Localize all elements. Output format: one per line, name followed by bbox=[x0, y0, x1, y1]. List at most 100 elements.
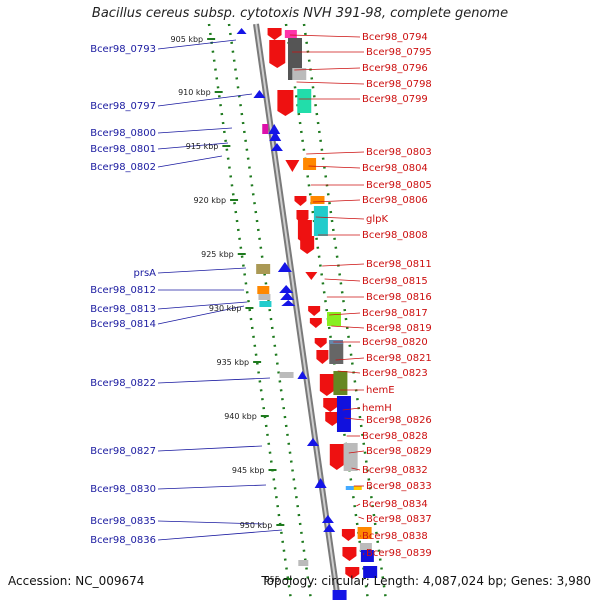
kbp-tick-label: 945 kbp bbox=[232, 466, 265, 475]
gene-feature bbox=[285, 160, 300, 172]
gene-feature bbox=[284, 30, 297, 38]
gene-feature bbox=[309, 318, 322, 328]
gene-feature bbox=[313, 206, 328, 236]
gene-feature bbox=[305, 272, 318, 280]
gene-feature bbox=[277, 90, 294, 116]
accession-text: Accession: NC_009674 bbox=[8, 574, 145, 588]
gene-feature bbox=[292, 68, 307, 80]
kbp-ticks: 905 kbp 910 kbp 915 kbp 920 kbp 925 kbp 930 k… bbox=[171, 35, 293, 584]
gene-feature bbox=[298, 560, 309, 566]
kbp-tick-label: 915 kbp bbox=[186, 142, 219, 151]
gene-feature bbox=[349, 486, 362, 490]
right-gene-label: Bcer98_0834 bbox=[362, 499, 428, 510]
left-gene-label: Bcer98_0793 bbox=[90, 44, 156, 55]
right-gene-label: Bcer98_0804 bbox=[362, 163, 428, 174]
gene-feature bbox=[280, 292, 295, 300]
gene-feature bbox=[345, 486, 354, 490]
gene-feature bbox=[310, 196, 325, 204]
gene-feature bbox=[332, 590, 347, 600]
right-label-connector bbox=[362, 552, 365, 556]
left-label-connector bbox=[157, 377, 271, 384]
right-gene-label: hemE bbox=[366, 385, 395, 396]
gene-feature bbox=[363, 566, 378, 578]
left-gene-label: Bcer98_0812 bbox=[90, 285, 156, 296]
right-gene-label: Bcer98_0829 bbox=[366, 446, 432, 457]
right-gene-label: Bcer98_0826 bbox=[366, 415, 432, 426]
gene-feature bbox=[269, 40, 286, 68]
gene-feature bbox=[342, 547, 357, 561]
gene-feature bbox=[327, 312, 341, 326]
right-gene-label: Bcer98_0837 bbox=[366, 514, 432, 525]
right-label-connector bbox=[324, 278, 361, 282]
right-gene-label: Bcer98_0821 bbox=[366, 353, 432, 364]
right-label-connector bbox=[335, 357, 365, 361]
right-label-connector bbox=[306, 151, 365, 155]
gene-feature bbox=[236, 28, 247, 34]
right-label-connector bbox=[348, 450, 365, 454]
left-label-connector bbox=[157, 127, 233, 134]
left-label-connector bbox=[157, 39, 237, 50]
gene-labels: Bcer98_0793 Bcer98_0797 Bcer98_0800 Bcer98_… bbox=[90, 32, 432, 559]
genome-backbone bbox=[253, 23, 341, 600]
right-gene-label: glpK bbox=[366, 214, 388, 225]
right-gene-label: Bcer98_0819 bbox=[366, 323, 432, 334]
left-gene-label: Bcer98_0800 bbox=[90, 128, 156, 139]
gene-feature bbox=[329, 342, 344, 364]
gene-feature bbox=[316, 350, 329, 364]
right-label-connector bbox=[296, 81, 365, 85]
gene-feature bbox=[267, 28, 282, 40]
kbp-tick-label: 920 kbp bbox=[193, 196, 226, 205]
gene-feature bbox=[257, 286, 270, 294]
gene-feature bbox=[297, 371, 308, 379]
gene-feature bbox=[269, 131, 282, 141]
right-label-connector bbox=[351, 467, 361, 471]
label-connectors bbox=[157, 34, 365, 556]
kbp-tick-label: 940 kbp bbox=[224, 412, 257, 421]
right-gene-label: Bcer98_0796 bbox=[362, 63, 428, 74]
gene-feature bbox=[270, 143, 283, 151]
gene-feature bbox=[294, 196, 307, 206]
left-gene-label: Bcer98_0835 bbox=[90, 516, 156, 527]
gene-feature bbox=[336, 396, 351, 432]
right-gene-label: Bcer98_0832 bbox=[362, 465, 428, 476]
right-gene-label: Bcer98_0839 bbox=[366, 548, 432, 559]
gene-feature bbox=[323, 524, 336, 532]
kbp-tick-label: 930 kbp bbox=[209, 304, 242, 313]
right-gene-label: Bcer98_0838 bbox=[362, 531, 428, 542]
right-label-connector bbox=[329, 312, 361, 316]
right-gene-label: hemH bbox=[362, 403, 392, 414]
right-gene-label: Bcer98_0806 bbox=[362, 195, 428, 206]
gene-feature bbox=[345, 567, 360, 579]
gene-feature bbox=[258, 294, 271, 300]
right-gene-label: Bcer98_0833 bbox=[366, 481, 432, 492]
right-label-connector bbox=[344, 417, 365, 421]
right-gene-label: Bcer98_0816 bbox=[366, 292, 432, 303]
right-gene-label: Bcer98_0811 bbox=[366, 259, 432, 270]
gene-feature bbox=[262, 124, 269, 134]
left-gene-label: Bcer98_0830 bbox=[90, 484, 156, 495]
right-gene-label: Bcer98_0799 bbox=[362, 94, 428, 105]
right-gene-label: Bcer98_0820 bbox=[362, 337, 428, 348]
right-label-connector bbox=[294, 67, 361, 71]
right-label-connector bbox=[337, 370, 361, 374]
left-label-connector bbox=[157, 155, 223, 168]
right-gene-label: Bcer98_0794 bbox=[362, 32, 428, 43]
right-label-connector bbox=[342, 407, 361, 411]
right-gene-label: Bcer98_0815 bbox=[362, 276, 428, 287]
kbp-tick-label: 925 kbp bbox=[201, 250, 234, 259]
gene-feature bbox=[303, 158, 317, 170]
gene-feature bbox=[359, 543, 372, 551]
left-label-connector bbox=[157, 267, 247, 274]
left-label-connector bbox=[157, 142, 229, 150]
left-gene-label: Bcer98_0827 bbox=[90, 446, 156, 457]
right-gene-label: Bcer98_0798 bbox=[366, 79, 432, 90]
gene-feature bbox=[325, 412, 340, 426]
left-label-connector bbox=[157, 305, 245, 325]
gene-feature bbox=[333, 371, 348, 395]
right-label-connector bbox=[308, 165, 361, 169]
gene-feature bbox=[321, 515, 334, 523]
right-gene-label: Bcer98_0795 bbox=[366, 47, 432, 58]
kbp-tick-label: 955 bbox=[265, 575, 280, 584]
right-label-connector bbox=[313, 199, 361, 203]
